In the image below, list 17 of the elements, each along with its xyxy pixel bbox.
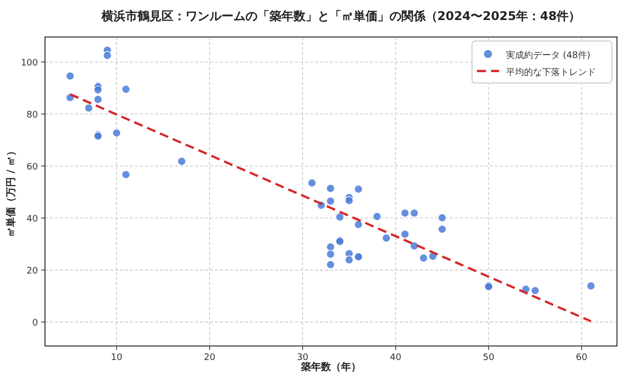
y-tick-label: 20	[26, 266, 38, 277]
y-tick-label: 80	[26, 110, 38, 120]
y-tick-label: 60	[26, 162, 38, 173]
legend-label: 平均的な下落トレンド	[506, 67, 596, 78]
legend-label: 実成約データ (48件)	[506, 50, 590, 61]
x-tick-label: 60	[576, 353, 588, 363]
x-axis-title: 築年数（年）	[300, 361, 361, 373]
y-tick-label: 0	[32, 318, 38, 329]
y-tick-label: 40	[26, 214, 38, 225]
y-tick-label: 100	[20, 58, 38, 68]
x-tick-label: 50	[482, 353, 495, 363]
y-axis-title: ㎡単価（万円 / ㎡）	[5, 146, 17, 237]
x-tick-label: 20	[204, 353, 216, 363]
chart-title: 横浜市鶴見区：ワンルームの「築年数」と「㎡単価」の関係（2024〜2025年：48件）	[100, 9, 581, 23]
x-tick-label: 40	[390, 353, 402, 363]
x-tick-label: 30	[296, 353, 309, 363]
x-tick-label: 10	[110, 353, 123, 363]
